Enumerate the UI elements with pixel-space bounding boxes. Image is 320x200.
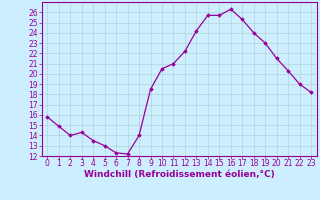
X-axis label: Windchill (Refroidissement éolien,°C): Windchill (Refroidissement éolien,°C) <box>84 170 275 179</box>
